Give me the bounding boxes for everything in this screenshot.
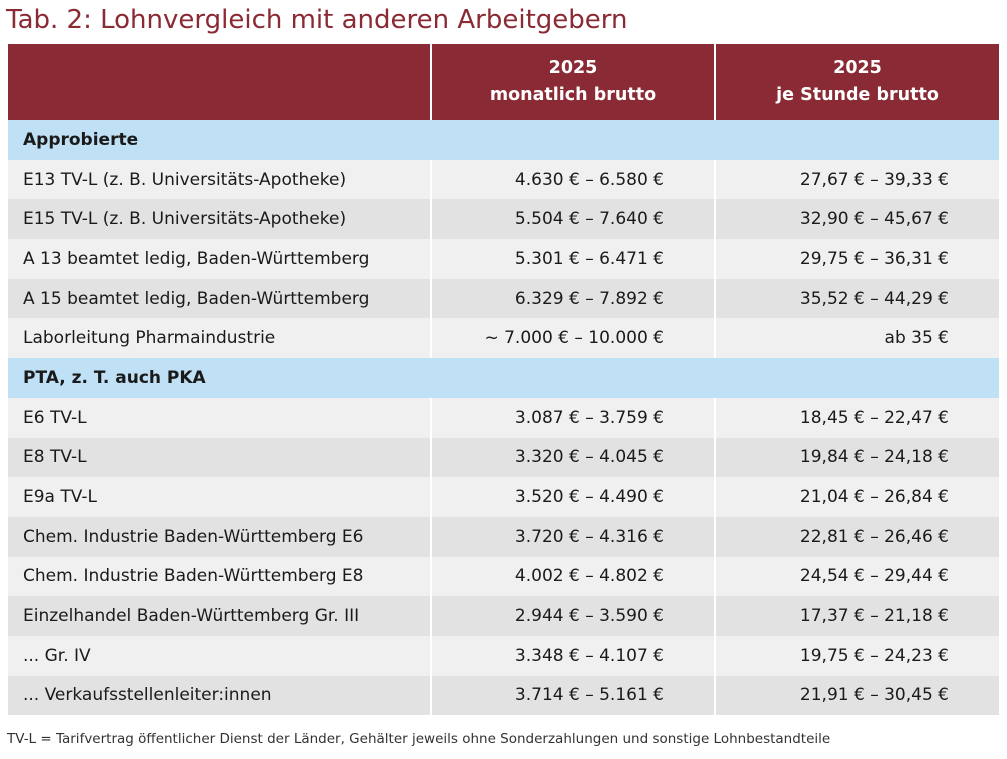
- table-body: Approbierte E13 TV-L (z. B. Universitäts…: [8, 120, 999, 716]
- row-monthly: 3.714 € – 5.161 €: [430, 675, 715, 716]
- row-monthly: 3.720 € – 4.316 €: [430, 516, 715, 557]
- row-name: A 15 beamtet ledig, Baden-Württemberg: [8, 278, 431, 319]
- row-hourly: ab 35 €: [714, 318, 999, 359]
- row-hourly: 27,67 € – 39,33 €: [714, 159, 999, 200]
- group-row-pta: PTA, z. T. auch PKA: [8, 358, 999, 398]
- row-hourly: 24,54 € – 29,44 €: [714, 556, 999, 597]
- header-hourly: 2025 je Stunde brutto: [714, 44, 999, 120]
- row-hourly: 17,37 € – 21,18 €: [714, 596, 999, 636]
- row-hourly: 19,84 € – 24,18 €: [714, 437, 999, 478]
- row-hourly: 21,91 € – 30,45 €: [714, 675, 999, 716]
- row-name: E13 TV-L (z. B. Universitäts-Apotheke): [8, 159, 431, 200]
- row-name: Chem. Industrie Baden-Württemberg E8: [8, 556, 431, 597]
- header-monthly-label: monatlich brutto: [489, 85, 657, 105]
- header-row: 2025 monatlich brutto 2025 je Stunde bru…: [8, 44, 999, 120]
- row-name: E8 TV-L: [8, 437, 431, 478]
- row-monthly: ~ 7.000 € – 10.000 €: [430, 318, 715, 359]
- table-row: E13 TV-L (z. B. Universitäts-Apotheke) 4…: [8, 159, 999, 200]
- table-row: E9a TV-L 3.520 € – 4.490 € 21,04 € – 26,…: [8, 477, 999, 517]
- row-hourly: 19,75 € – 24,23 €: [714, 635, 999, 676]
- group-row-approbierte: Approbierte: [8, 120, 999, 160]
- row-name: ... Verkaufsstellenleiter:innen: [8, 675, 431, 716]
- table-row: ... Verkaufsstellenleiter:innen 3.714 € …: [8, 675, 999, 716]
- header-monthly-year: 2025: [548, 58, 598, 78]
- row-name: E15 TV-L (z. B. Universitäts-Apotheke): [8, 199, 431, 240]
- row-name: Einzelhandel Baden-Württemberg Gr. III: [8, 596, 431, 636]
- group-label: PTA, z. T. auch PKA: [8, 358, 999, 398]
- row-name: Chem. Industrie Baden-Württemberg E6: [8, 516, 431, 557]
- table-row: E8 TV-L 3.320 € – 4.045 € 19,84 € – 24,1…: [8, 437, 999, 478]
- table-row: Einzelhandel Baden-Württemberg Gr. III 2…: [8, 596, 999, 636]
- table-title: Tab. 2: Lohnvergleich mit anderen Arbeit…: [6, 5, 628, 35]
- row-hourly: 32,90 € – 45,67 €: [714, 199, 999, 240]
- row-name: E6 TV-L: [8, 397, 431, 438]
- row-monthly: 4.002 € – 4.802 €: [430, 556, 715, 597]
- row-name: Laborleitung Pharmaindustrie: [8, 318, 431, 359]
- table-row: Laborleitung Pharmaindustrie ~ 7.000 € –…: [8, 318, 999, 359]
- table-row: A 15 beamtet ledig, Baden-Württemberg 6.…: [8, 278, 999, 319]
- header-category: [8, 44, 431, 120]
- table-row: ... Gr. IV 3.348 € – 4.107 € 19,75 € – 2…: [8, 635, 999, 676]
- row-monthly: 5.504 € – 7.640 €: [430, 199, 715, 240]
- header-hourly-label: je Stunde brutto: [776, 85, 939, 105]
- table-row: E15 TV-L (z. B. Universitäts-Apotheke) 5…: [8, 199, 999, 240]
- row-monthly: 2.944 € – 3.590 €: [430, 596, 715, 636]
- row-monthly: 3.520 € – 4.490 €: [430, 477, 715, 517]
- table-row: Chem. Industrie Baden-Württemberg E6 3.7…: [8, 516, 999, 557]
- table-row: Chem. Industrie Baden-Württemberg E8 4.0…: [8, 556, 999, 597]
- row-hourly: 21,04 € – 26,84 €: [714, 477, 999, 517]
- row-hourly: 35,52 € – 44,29 €: [714, 278, 999, 319]
- row-hourly: 18,45 € – 22,47 €: [714, 397, 999, 438]
- row-name: ... Gr. IV: [8, 635, 431, 676]
- row-hourly: 22,81 € – 26,46 €: [714, 516, 999, 557]
- row-monthly: 5.301 € – 6.471 €: [430, 239, 715, 279]
- footnote: TV-L = Tarifvertrag öffentlicher Dienst …: [7, 731, 831, 747]
- table-header: 2025 monatlich brutto 2025 je Stunde bru…: [8, 44, 999, 120]
- header-monthly: 2025 monatlich brutto: [430, 44, 715, 120]
- row-name: A 13 beamtet ledig, Baden-Württemberg: [8, 239, 431, 279]
- group-label: Approbierte: [8, 120, 999, 160]
- wage-comparison-table: 2025 monatlich brutto 2025 je Stunde bru…: [8, 44, 999, 716]
- header-hourly-year: 2025: [833, 58, 882, 78]
- table-row: E6 TV-L 3.087 € – 3.759 € 18,45 € – 22,4…: [8, 397, 999, 438]
- row-monthly: 4.630 € – 6.580 €: [430, 159, 715, 200]
- row-name: E9a TV-L: [8, 477, 431, 517]
- table-row: A 13 beamtet ledig, Baden-Württemberg 5.…: [8, 239, 999, 279]
- row-monthly: 6.329 € – 7.892 €: [430, 278, 715, 319]
- row-monthly: 3.320 € – 4.045 €: [430, 437, 715, 478]
- row-monthly: 3.348 € – 4.107 €: [430, 635, 715, 676]
- row-monthly: 3.087 € – 3.759 €: [430, 397, 715, 438]
- row-hourly: 29,75 € – 36,31 €: [714, 239, 999, 279]
